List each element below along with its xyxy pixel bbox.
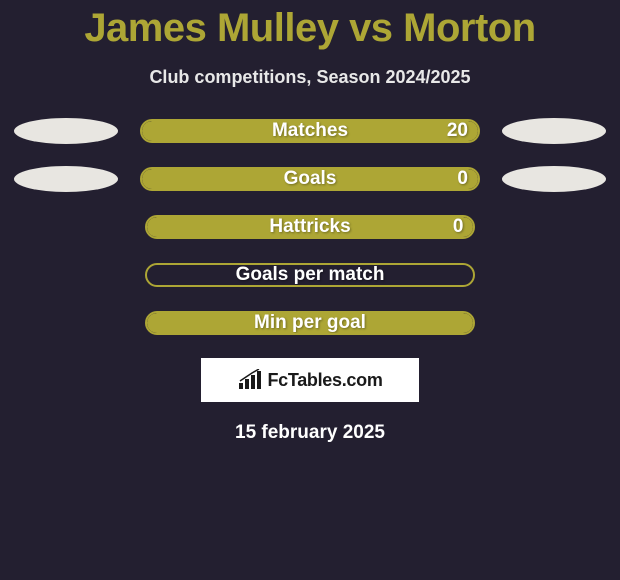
bar-label: Hattricks bbox=[269, 216, 350, 238]
logo: FcTables.com bbox=[237, 369, 382, 391]
stat-bar: Hattricks 0 bbox=[145, 215, 476, 239]
spacer bbox=[497, 262, 620, 288]
bar-chart-icon bbox=[237, 369, 263, 391]
logo-box: FcTables.com bbox=[201, 358, 419, 402]
bar-label: Min per goal bbox=[254, 312, 366, 334]
spacer bbox=[497, 310, 620, 336]
stat-row: Hattricks 0 bbox=[0, 214, 620, 240]
bar-value: 20 bbox=[447, 120, 468, 142]
page-title: James Mulley vs Morton bbox=[0, 0, 620, 53]
stats-rows: Matches 20 Goals 0 Hattricks 0 Goals per match… bbox=[0, 118, 620, 336]
date-text: 15 february 2025 bbox=[0, 422, 620, 444]
stat-row: Goals 0 bbox=[0, 166, 620, 192]
bar-value: 0 bbox=[457, 168, 468, 190]
stat-row: Matches 20 bbox=[0, 118, 620, 144]
ellipse-right bbox=[502, 118, 606, 144]
stat-row: Goals per match bbox=[0, 262, 620, 288]
spacer bbox=[0, 310, 123, 336]
stat-bar: Matches 20 bbox=[140, 119, 480, 143]
spacer bbox=[0, 262, 123, 288]
spacer bbox=[497, 214, 620, 240]
logo-text: FcTables.com bbox=[267, 370, 382, 391]
ellipse-left bbox=[14, 166, 118, 192]
bar-label: Goals bbox=[284, 168, 337, 190]
stat-bar: Goals per match bbox=[145, 263, 476, 287]
bar-label: Goals per match bbox=[236, 264, 385, 286]
bar-value: 0 bbox=[453, 216, 464, 238]
ellipse-left bbox=[14, 118, 118, 144]
stat-bar: Goals 0 bbox=[140, 167, 480, 191]
stat-bar: Min per goal bbox=[145, 311, 476, 335]
bar-label: Matches bbox=[272, 120, 348, 142]
stat-row: Min per goal bbox=[0, 310, 620, 336]
ellipse-right bbox=[502, 166, 606, 192]
subtitle: Club competitions, Season 2024/2025 bbox=[0, 67, 620, 88]
spacer bbox=[0, 214, 123, 240]
